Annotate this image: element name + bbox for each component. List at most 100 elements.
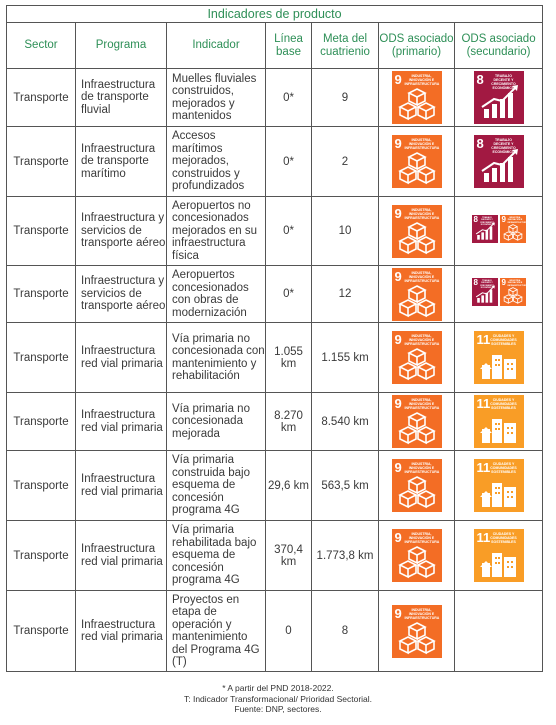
ods-number: 9 [394,72,402,87]
ods-title: TRABAJO DECENTE Y CRECIMIENTO ECONÓMICO [491,74,516,90]
growth-chart-icon: 8 TRABAJO DECENTE Y CRECIMIENTO ECONÓMICO [473,135,524,188]
header-ods-primario: ODS asociado (primario) [378,22,455,69]
table-caption: Indicadores de producto [5,5,544,23]
table-row: Transporte Infraestructura red vial prima… [6,322,544,393]
ods-number: 8 [473,277,478,287]
cell-ods-secundario: 8 TRABAJO DECENTE Y CRECIMIENTO ECONÓMICO [453,126,544,197]
growth-chart-icon: 8 TRABAJO DECENTE Y CRECIMIENTO ECONÓMICO [473,71,524,124]
cell-ods-primario: 9 INDUSTRIA, INNOVACIÓN E INFRAESTRUCTURA [378,265,455,323]
cubes-icon: 9 INDUSTRIA, INNOVACIÓN E INFRAESTRUCTURA [391,459,442,512]
cubes-icon-graphic [397,476,436,509]
cubes-icon-graphic [397,621,436,654]
cell-programa: Infraestructura red vial primaria [75,450,167,521]
city-icon: 11 CIUDADES Y COMUNIDADES SOSTENIBLES [473,459,524,512]
cell-indicador: Accesos marítimos mejorados, construidos… [166,126,266,197]
cell-linea-base: 29,6 km [265,450,312,521]
cell-linea-base: 0* [265,68,312,127]
ods-title: CIUDADES Y COMUNIDADES SOSTENIBLES [490,334,517,346]
cubes-icon: 9 INDUSTRIA, INNOVACIÓN E INFRAESTRUCTURA [391,267,442,321]
ods-number: 9 [394,460,402,475]
ods-title: INDUSTRIA, INNOVACIÓN E INFRAESTRUCTURA [404,74,440,86]
ods-pair: 8 TRABAJO DECENTE Y CRECIMIENTO ECONÓMICO… [471,277,526,306]
cell-sector: Transporte [6,265,76,323]
cell-indicador: Muelles fluviales construidos, mejorados… [166,68,266,127]
cubes-icon: 9 INDUSTRIA, INNOVACIÓN E INFRAESTRUCTURA [391,529,442,582]
table-row: Transporte Infraestructura de transporte … [6,68,544,127]
cell-indicador: Vía primaria construida bajo esquema de … [166,450,266,521]
cell-meta: 8.540 km [311,392,379,451]
cubes-icon-graphic [397,412,436,445]
growth-chart-icon-graphic [475,285,495,303]
table-row: Transporte Infraestructura red vial prima… [6,392,544,451]
ods-number: 9 [501,277,506,287]
cell-ods-secundario: 8 TRABAJO DECENTE Y CRECIMIENTO ECONÓMICO… [453,196,544,266]
cell-meta: 1.773,8 km [311,520,379,591]
cell-sector: Transporte [6,450,76,521]
cell-ods-primario: 9 INDUSTRIA, INNOVACIÓN E INFRAESTRUCTURA [378,68,455,127]
cell-ods-secundario: 11 CIUDADES Y COMUNIDADES SOSTENIBLES [453,520,544,591]
cell-ods-secundario [453,590,544,672]
ods-title: INDUSTRIA, INNOVACIÓN E INFRAESTRUCTURA [404,532,440,544]
cell-programa: Infraestructura red vial primaria [75,322,167,393]
growth-chart-icon-graphic [475,222,495,240]
footnote-transformacional: T: Indicador Transformacional/ Prioridad… [183,693,373,704]
growth-chart-icon-graphic [480,149,518,182]
cell-programa: Infraestructura red vial primaria [75,392,167,451]
cell-sector: Transporte [6,520,76,591]
table-row: Transporte Infraestructura de transporte … [6,126,544,197]
cell-linea-base: 370,4 km [265,520,312,591]
cell-meta: 8 [311,590,379,672]
ods-number: 9 [394,268,402,284]
city-icon-graphic [479,355,516,379]
cell-ods-secundario: 8 TRABAJO DECENTE Y CRECIMIENTO ECONÓMICO [453,68,544,127]
cell-ods-primario: 9 INDUSTRIA, INNOVACIÓN E INFRAESTRUCTURA [378,322,455,393]
cell-indicador: Aeropuertos concesionados con obras de m… [166,265,266,323]
table-row: Transporte Infraestructura red vial prima… [6,590,544,672]
cell-linea-base: 0 [265,590,312,672]
header-ods-secundario: ODS asociado (secundario) [453,22,544,69]
cubes-icon-graphic [502,223,523,241]
growth-chart-icon: 8 TRABAJO DECENTE Y CRECIMIENTO ECONÓMICO [471,214,498,243]
cell-meta: 563,5 km [311,450,379,521]
cubes-icon-graphic [397,348,436,381]
cell-programa: Infraestructura de transporte fluvial [75,68,167,127]
footnotes: * A partir del PND 2018-2022. T: Indicad… [0,683,556,715]
footnote-fuente: Fuente: DNP, sectores. [234,704,322,714]
header-row: Sector Programa Indicador Línea base Met… [6,22,544,69]
cell-ods-secundario: 11 CIUDADES Y COMUNIDADES SOSTENIBLES [453,392,544,451]
cell-sector: Transporte [6,392,76,451]
cell-meta: 2 [311,126,379,197]
cell-meta: 10 [311,196,379,266]
cell-linea-base: 0* [265,196,312,266]
city-icon-graphic [479,419,516,443]
ods-title: CIUDADES Y COMUNIDADES SOSTENIBLES [490,532,517,544]
cell-programa: Infraestructura red vial primaria [75,590,167,672]
cell-meta: 1.155 km [311,322,379,393]
cell-ods-primario: 9 INDUSTRIA, INNOVACIÓN E INFRAESTRUCTURA [378,392,455,451]
cell-programa: Infraestructura y servicios de transport… [75,265,167,323]
city-icon: 11 CIUDADES Y COMUNIDADES SOSTENIBLES [473,395,524,448]
cubes-icon: 9 INDUSTRIA, INNOVACIÓN E INFRAESTRUCTURA [391,331,442,384]
table-row: Transporte Infraestructura y servicios de… [6,265,544,323]
header-meta: Meta del cuatrienio [311,22,379,69]
cell-ods-secundario: 11 CIUDADES Y COMUNIDADES SOSTENIBLES [453,322,544,393]
growth-chart-icon: 8 TRABAJO DECENTE Y CRECIMIENTO ECONÓMICO [471,277,498,306]
cell-indicador: Proyectos en etapa de operación y manten… [166,590,266,672]
header-linea-base: Línea base [265,22,312,69]
cell-linea-base: 0* [265,126,312,197]
ods-title: INDUSTRIA, INNOVACIÓN E INFRAESTRUCTURA [404,207,440,220]
cell-programa: Infraestructura red vial primaria [75,520,167,591]
ods-pair: 8 TRABAJO DECENTE Y CRECIMIENTO ECONÓMICO… [471,214,526,243]
cell-linea-base: 8.270 km [265,392,312,451]
ods-title: INDUSTRIA, INNOVACIÓN E INFRAESTRUCTURA [404,462,440,474]
cubes-icon: 9 INDUSTRIA, INNOVACIÓN E INFRAESTRUCTURA [391,204,442,258]
cubes-icon-graphic [397,221,436,254]
ods-title: TRABAJO DECENTE Y CRECIMIENTO ECONÓMICO [480,279,494,290]
ods-number: 9 [394,605,402,621]
cell-indicador: Vía primaria no concesionada mejorada [166,392,266,451]
ods-number: 9 [394,396,402,411]
ods-number: 11 [476,332,491,347]
ods-title: INDUSTRIA, INNOVACIÓN E INFRAESTRUCTURA [404,138,440,150]
ods-number: 8 [476,72,484,87]
cell-sector: Transporte [6,68,76,127]
